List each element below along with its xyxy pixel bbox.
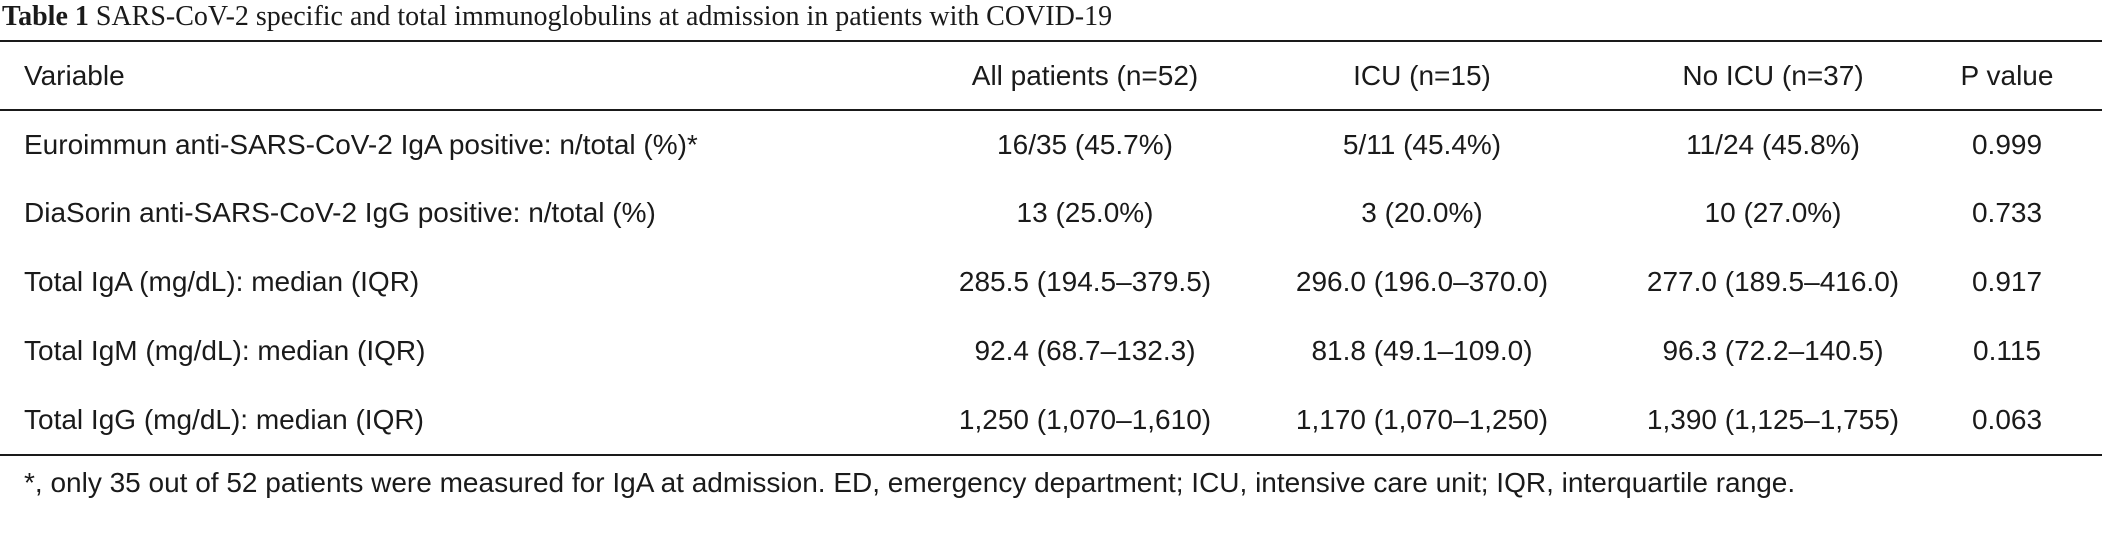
row-3-no-icu: 277.0 (189.5–416.0) <box>1646 266 1900 297</box>
row-1-p-value: 0.999 <box>1971 129 2043 160</box>
row-5-variable: Total IgG (mg/dL): median (IQR) <box>24 404 424 435</box>
row-3-all-patients: 285.5 (194.5–379.5) <box>958 266 1212 297</box>
row-4-variable: Total IgM (mg/dL): median (IQR) <box>24 335 426 366</box>
row-5-no-icu: 1,390 (1,125–1,755) <box>1646 404 1900 435</box>
header-no-icu: No ICU (n=37) <box>1682 60 1864 91</box>
row-5-all-patients: 1,250 (1,070–1,610) <box>958 404 1212 435</box>
row-2-all-patients: 13 (25.0%) <box>1016 197 1154 228</box>
row-1-icu: 5/11 (45.4%) <box>1342 129 1502 160</box>
row-2-no-icu: 10 (27.0%) <box>1704 197 1842 228</box>
row-2-variable: DiaSorin anti-SARS-CoV-2 IgG positive: n… <box>24 197 656 228</box>
row-1-no-icu: 11/24 (45.8%) <box>1686 129 1860 160</box>
header-icu: ICU (n=15) <box>1353 60 1491 91</box>
row-4-no-icu: 96.3 (72.2–140.5) <box>1662 335 1884 366</box>
table-caption: Table 1 SARS-CoV-2 specific and total im… <box>2 0 1112 34</box>
header-p-value: P value <box>1960 60 2054 91</box>
table-title: SARS-CoV-2 specific and total immunoglob… <box>95 1 1113 32</box>
table-label: Table 1 <box>2 1 89 32</box>
table-footnote: *, only 35 out of 52 patients were measu… <box>24 467 1796 498</box>
row-3-icu: 296.0 (196.0–370.0) <box>1295 266 1549 297</box>
row-3-variable: Total IgA (mg/dL): median (IQR) <box>24 266 420 297</box>
header-rule <box>0 109 2102 111</box>
row-5-p-value: 0.063 <box>1971 404 2043 435</box>
row-4-icu: 81.8 (49.1–109.0) <box>1311 335 1533 366</box>
row-2-icu: 3 (20.0%) <box>1361 197 1483 228</box>
bottom-rule <box>0 454 2102 456</box>
row-5-icu: 1,170 (1,070–1,250) <box>1295 404 1549 435</box>
row-3-p-value: 0.917 <box>1971 266 2043 297</box>
row-2-p-value: 0.733 <box>1971 197 2043 228</box>
top-rule <box>0 40 2102 42</box>
row-1-all-patients: 16/35 (45.7%) <box>997 129 1173 160</box>
row-1-variable: Euroimmun anti-SARS-CoV-2 IgA positive: … <box>24 129 698 160</box>
header-variable: Variable <box>24 60 125 91</box>
row-4-all-patients: 92.4 (68.7–132.3) <box>974 335 1196 366</box>
row-4-p-value: 0.115 <box>1973 335 2041 366</box>
header-all-patients: All patients (n=52) <box>971 60 1199 91</box>
